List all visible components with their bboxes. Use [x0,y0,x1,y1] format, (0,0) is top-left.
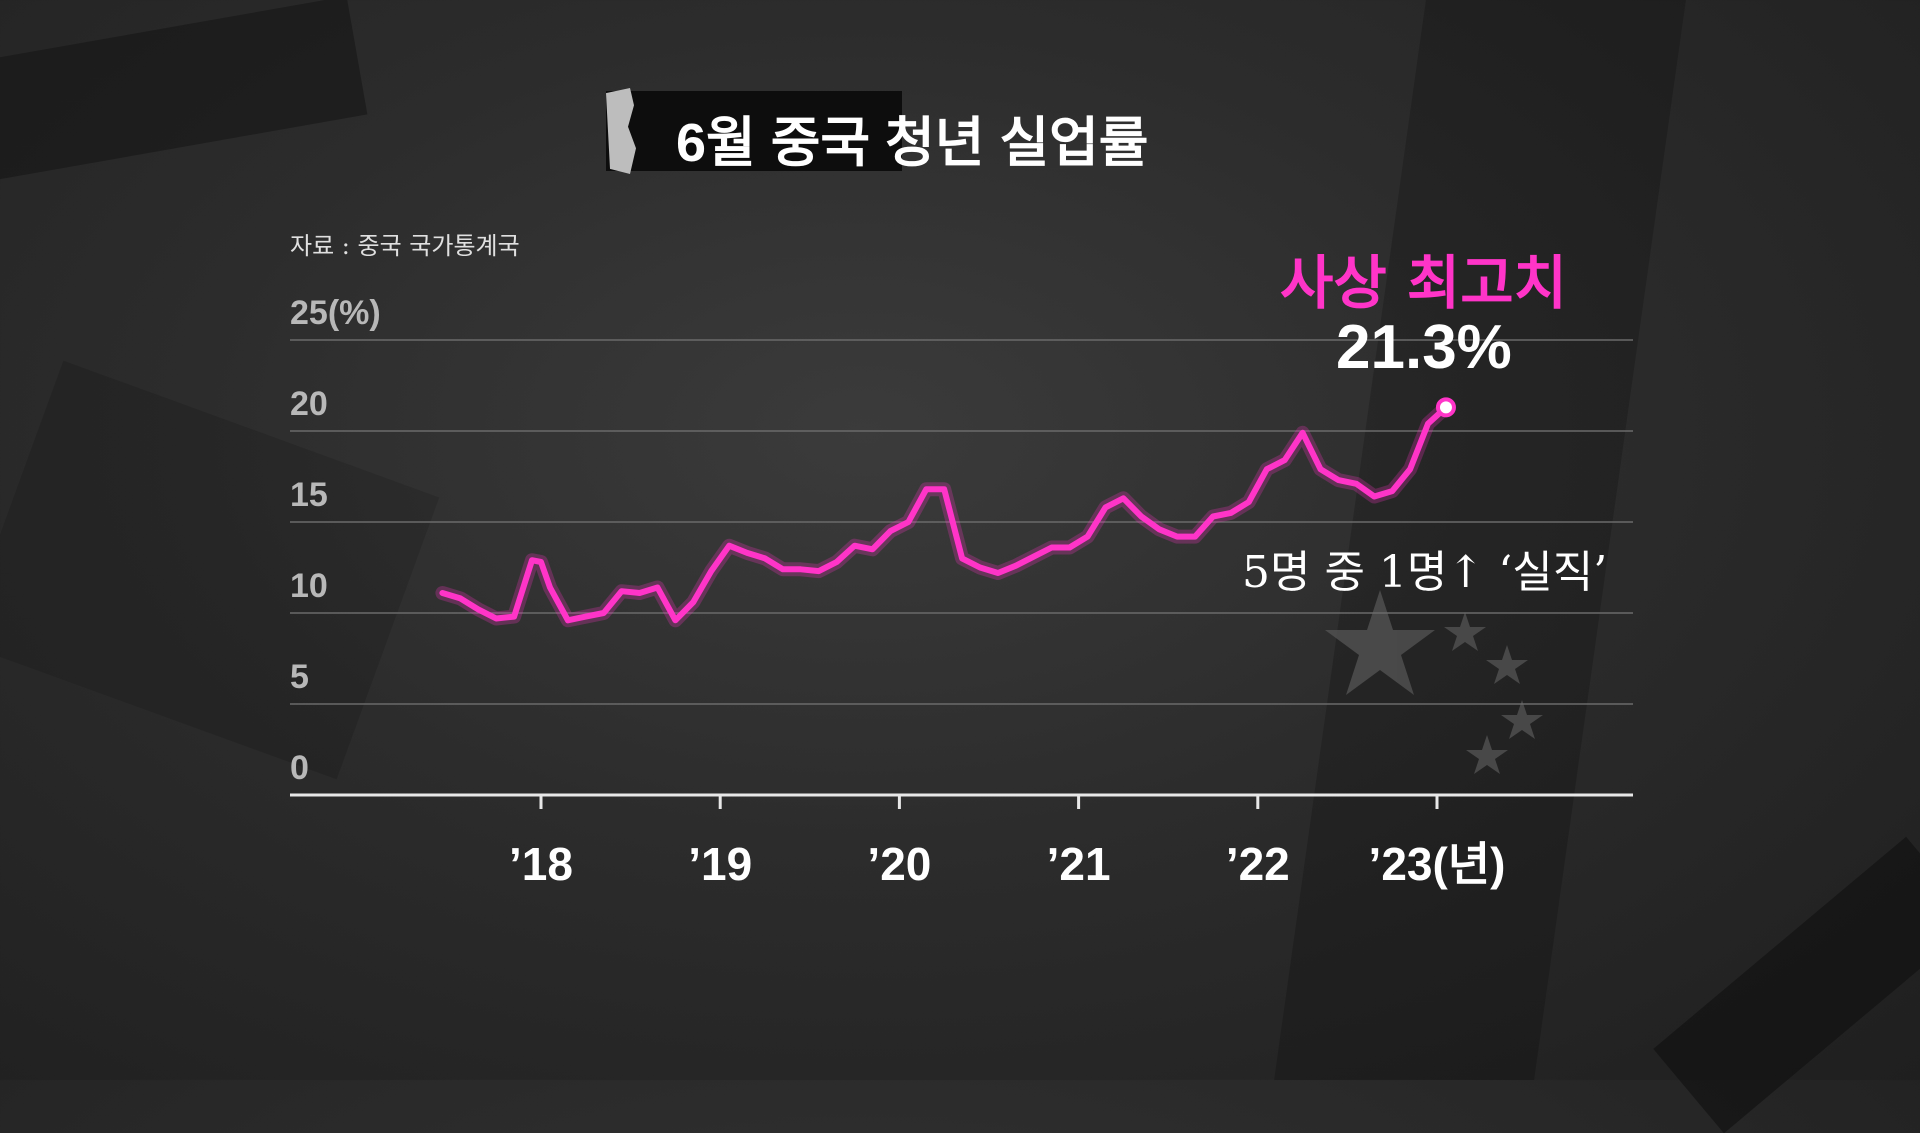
data-point [764,557,766,559]
data-point [459,597,461,599]
data-point [585,616,587,618]
data-point [710,570,712,572]
chart-title: 6월 중국 청년 실업률 [676,113,1149,173]
data-point [441,592,443,594]
data-point [1266,468,1268,470]
data-point [800,568,802,570]
data-point [1355,483,1357,485]
data-point [1373,496,1375,498]
data-point [1069,546,1071,548]
chart-title-banner: 6월 중국 청년 실업률 [606,88,1148,178]
data-point [1104,506,1106,508]
data-point [1284,459,1286,461]
data-point [692,601,694,603]
record-high-label: 사상 최고치 [1280,249,1567,317]
data-point [907,521,909,523]
data-point [1248,501,1250,503]
data-point [746,552,748,554]
data-point [1015,565,1017,567]
data-point [836,561,838,563]
y-tick-label: 10 [290,567,328,605]
data-point [782,568,784,570]
data-point [1051,546,1053,548]
data-point [1409,468,1411,470]
data-point [1230,512,1232,514]
data-point [1158,528,1160,530]
data-point [540,561,542,563]
data-point [477,608,479,610]
y-tick-label: 25(%) [290,294,381,332]
data-point [854,545,856,547]
data-point [549,587,551,589]
x-tick-label: ’21 [1047,838,1111,890]
data-point [1176,536,1178,538]
data-point [1337,479,1339,481]
y-tick-label: 20 [290,385,328,423]
data-point [925,488,927,490]
data-point [1194,536,1196,538]
data-point [943,488,945,490]
data-point [1212,516,1214,518]
line-chart: 0 5 10 15 20 25(%) ’18 ’19 ’20 ’21 ’22 ’23(년) [290,294,1633,890]
series-layer [435,397,1456,628]
data-point [1427,423,1429,425]
title-background-bar [606,91,902,171]
data-point [997,572,999,574]
x-tick-label: ’18 [509,838,573,890]
y-tick-label: 5 [290,658,309,696]
series-line [439,404,1449,624]
data-point [961,557,963,559]
x-tick-label: ’20 [867,838,931,890]
data-point [979,567,981,568]
data-point [872,548,874,550]
y-axis: 0 5 10 15 20 25(%) [290,294,381,787]
data-point [1140,516,1142,518]
data-point [674,619,676,621]
y-tick-label: 15 [290,476,328,514]
data-point [567,619,569,621]
data-point [1391,490,1393,492]
data-point [1320,468,1322,470]
data-point [531,559,533,561]
data-point [495,617,497,619]
x-tick-label: ’23(년) [1369,838,1506,890]
x-axis: ’18 ’19 ’20 ’21 ’22 ’23(년) [509,795,1505,890]
data-point [513,616,515,618]
data-point [603,612,605,614]
x-tick-label: ’22 [1226,838,1290,890]
source-note: 자료 : 중국 국가통계국 [290,232,520,260]
data-point [818,570,820,572]
data-point [889,530,891,532]
unemployment-note: 5명 중 1명↑ ‘실직’ [1242,547,1608,598]
data-point [1122,497,1124,499]
data-point [1302,432,1304,434]
data-point [656,587,658,589]
data-point [728,545,730,547]
data-point [639,592,641,594]
data-point [621,590,623,592]
data-point [1087,536,1089,538]
y-tick-label: 0 [290,749,309,787]
latest-point-marker [1435,397,1456,418]
record-high-value: 21.3% [1336,313,1512,382]
x-tick-label: ’19 [688,838,752,890]
data-point [1033,556,1035,558]
